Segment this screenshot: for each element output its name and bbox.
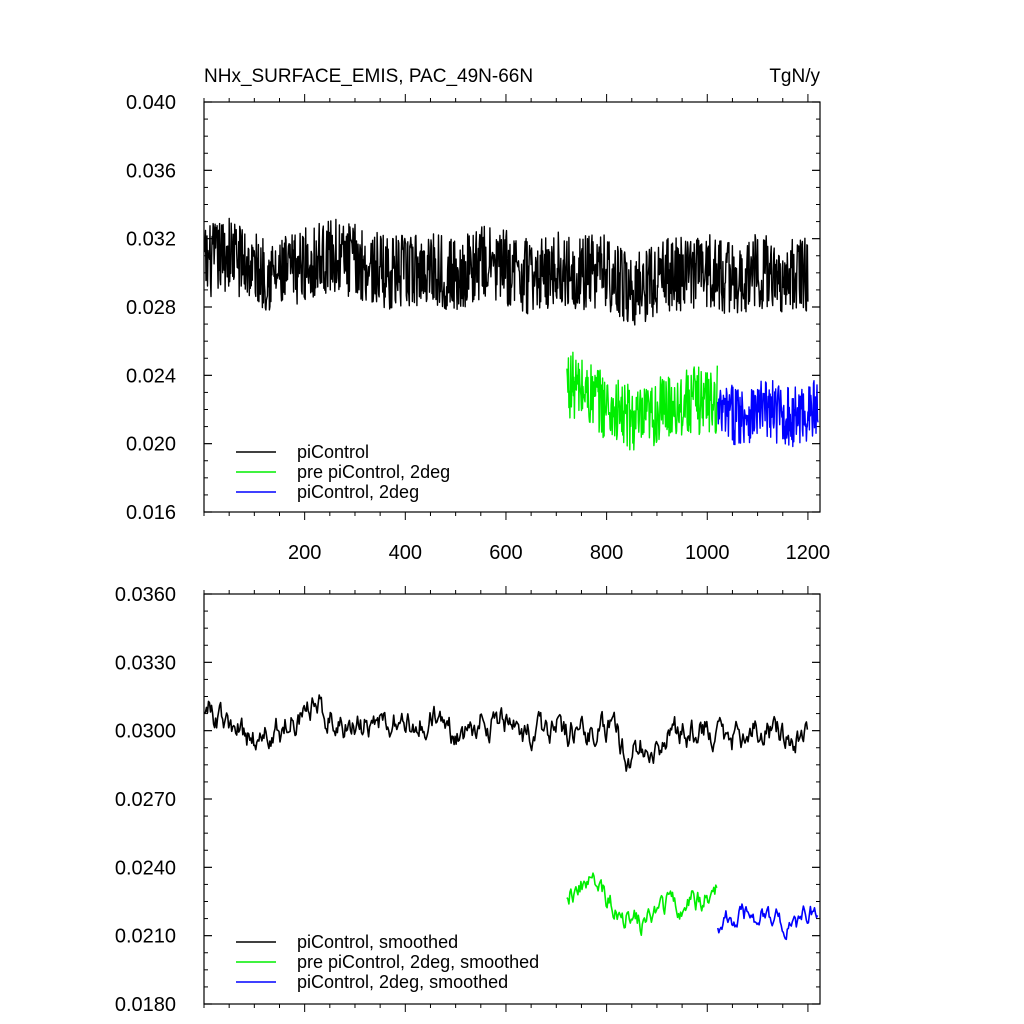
legend-label-pre-picontrol-2deg-smoothed: pre piControl, 2deg, smoothed [297,952,539,972]
legend-top: piControl pre piControl, 2deg piControl,… [236,442,450,502]
series-line-pre-picontrol-2deg [566,351,718,451]
y-tick-label: 0.016 [126,502,176,524]
y-tick-label: 0.0270 [115,789,176,811]
series-line-picontrol-2deg-smoothed [717,903,819,941]
y-tick-label: 0.020 [126,434,176,456]
x-tick-label: 200 [288,542,321,564]
x-tick-label: 600 [489,542,522,564]
top-panel: NHx_SURFACE_EMIS, PAC_49N-66N TgN/y 0.01… [126,66,830,564]
y-tick-label: 0.0360 [115,584,176,606]
y-tick-label: 0.0330 [115,652,176,674]
chart-title: NHx_SURFACE_EMIS, PAC_49N-66N [204,66,533,87]
y-tick-label: 0.0180 [115,994,176,1016]
y-tick-label: 0.0210 [115,926,176,948]
series-line-picontrol [203,217,809,326]
y-tick-label: 0.036 [126,160,176,182]
axis-ticks-top: 0.016 0.020 0.024 0.028 0.032 0.036 0.040 200 40… [126,92,830,564]
series-line-pre-picontrol-2deg-smoothed [566,872,718,937]
x-tick-label: 400 [389,542,422,564]
y-tick-label: 0.024 [126,365,176,387]
y-tick-label: 0.032 [126,229,176,251]
legend-label-picontrol-2deg-smoothed: piControl, 2deg, smoothed [297,972,508,992]
legend-label-pre-picontrol-2deg: pre piControl, 2deg [297,462,450,482]
y-tick-label: 0.0240 [115,857,176,879]
legend-label-picontrol-smoothed: piControl, smoothed [297,932,458,952]
series-group-bottom [203,694,819,941]
x-tick-label: 1000 [685,542,730,564]
y-tick-label: 0.0300 [115,721,176,743]
series-group-top [203,217,819,451]
x-tick-label: 800 [590,542,623,564]
legend-bottom: piControl, smoothed pre piControl, 2deg,… [236,932,539,992]
y-tick-label: 0.040 [126,92,176,114]
units-label: TgN/y [769,66,820,87]
legend-label-picontrol: piControl [297,442,369,462]
bottom-panel: 0.0180 0.0210 0.0240 0.0270 0.0300 0.0330 0.03… [115,584,821,1016]
series-line-picontrol-2deg [717,380,819,448]
y-tick-label: 0.028 [126,297,176,319]
series-line-picontrol-smoothed [203,694,809,772]
axis-ticks-bottom: 0.0180 0.0210 0.0240 0.0270 0.0300 0.0330 0.03… [115,584,820,1016]
x-tick-label: 1200 [786,542,831,564]
legend-label-picontrol-2deg: piControl, 2deg [297,482,419,502]
